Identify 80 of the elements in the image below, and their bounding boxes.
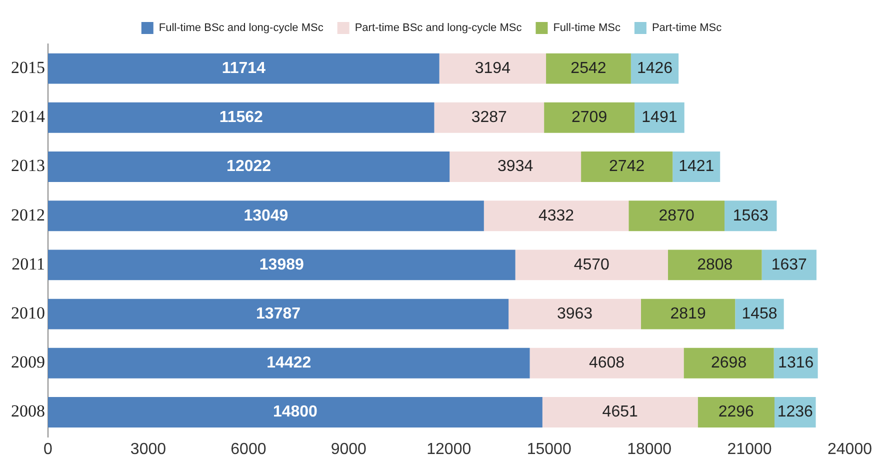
- data-label: 2870: [658, 207, 694, 224]
- bar: [544, 102, 635, 133]
- bar: [581, 152, 673, 182]
- bar: [546, 53, 631, 84]
- x-tick-label: 6000: [230, 440, 266, 458]
- y-tick-label: 2012: [11, 205, 45, 224]
- data-label: 1458: [742, 305, 778, 322]
- data-label: 2296: [718, 404, 754, 421]
- data-label: 14422: [266, 354, 312, 372]
- y-tick-label: 2008: [11, 402, 45, 421]
- y-tick-label: 2010: [11, 304, 45, 323]
- bar: [515, 250, 668, 280]
- data-label: 3194: [474, 60, 511, 77]
- bar: [668, 250, 762, 280]
- bar: [48, 53, 440, 84]
- data-label: 1563: [732, 207, 769, 224]
- bar: [48, 298, 509, 330]
- data-label: 2698: [710, 354, 747, 372]
- bar: [542, 397, 698, 428]
- data-label: 13049: [244, 207, 288, 224]
- x-tick-label: 18000: [627, 440, 672, 458]
- x-tick-label: 12000: [426, 440, 472, 458]
- bar: [48, 397, 542, 428]
- bar: [434, 102, 544, 133]
- legend-label: Part-time MSc: [652, 22, 722, 34]
- bar: [439, 53, 546, 84]
- data-label: 2808: [697, 256, 733, 274]
- y-tick-label: 2015: [11, 58, 45, 78]
- data-label: 3963: [556, 305, 593, 322]
- data-label: 1426: [636, 60, 673, 77]
- data-label: 4608: [588, 354, 625, 372]
- y-tick-label: 2013: [11, 156, 45, 176]
- data-label: 1421: [678, 158, 714, 176]
- bar: [640, 298, 736, 330]
- data-label: 1236: [777, 404, 814, 421]
- data-label: 4651: [602, 404, 638, 421]
- data-label: 11562: [219, 109, 264, 126]
- data-label: 2709: [572, 109, 608, 126]
- bar: [672, 152, 720, 182]
- bar: [484, 200, 629, 232]
- bar: [508, 298, 641, 330]
- data-label: 2742: [609, 158, 645, 176]
- x-tick-label: 3000: [130, 440, 166, 458]
- y-tick-label: 2011: [12, 254, 45, 274]
- y-tick-label: 2009: [11, 352, 45, 372]
- legend-label: Full-time MSc: [553, 22, 621, 34]
- bar: [450, 152, 582, 182]
- x-tick-label: 9000: [330, 440, 367, 458]
- bar: [48, 102, 434, 133]
- data-label: 2542: [570, 60, 606, 77]
- bar: [48, 348, 530, 378]
- data-label: 1316: [778, 354, 814, 372]
- bar: [634, 102, 684, 133]
- data-label: 4332: [538, 207, 574, 224]
- data-label: 3934: [498, 158, 534, 176]
- data-label: 2819: [670, 305, 706, 322]
- bar: [48, 250, 516, 280]
- x-tick-label: 15000: [526, 440, 572, 458]
- bar: [530, 348, 684, 378]
- x-tick-label: 24000: [828, 440, 872, 458]
- legend-label: Part-time BSc and long-cycle MSc: [354, 22, 522, 34]
- data-label: 1637: [771, 256, 808, 274]
- data-label: 13787: [256, 305, 301, 322]
- data-label: 12022: [226, 158, 272, 176]
- data-label: 1491: [642, 109, 678, 126]
- bar: [48, 152, 450, 182]
- y-tick-label: 2014: [11, 107, 46, 126]
- legend-label: Full-time BSc and long-cycle MSc: [158, 22, 324, 34]
- data-label: 3287: [471, 109, 508, 126]
- bar: [628, 200, 725, 232]
- bar: [48, 200, 484, 232]
- bar: [698, 397, 774, 428]
- data-label: 14800: [272, 404, 318, 421]
- bar: [684, 348, 774, 378]
- x-tick-label: 0: [44, 440, 53, 458]
- data-label: 13989: [259, 256, 304, 274]
- x-tick-label: 21000: [727, 440, 772, 458]
- bar: [762, 250, 816, 280]
- data-label: 11714: [222, 60, 266, 77]
- data-label: 4570: [574, 256, 610, 274]
